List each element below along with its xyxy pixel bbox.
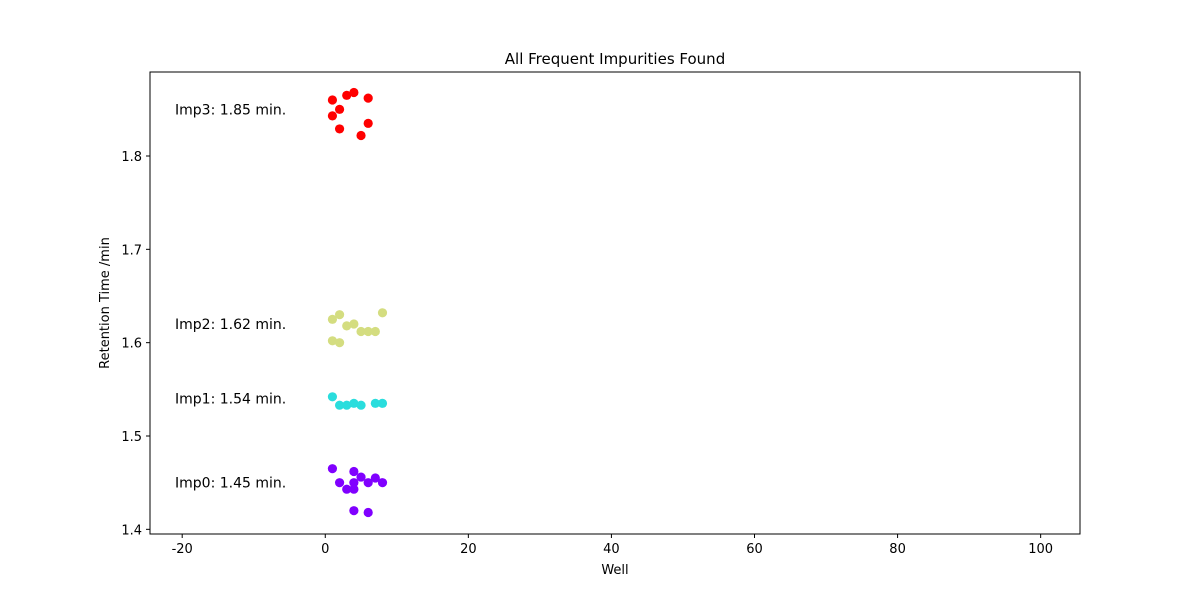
data-point-imp2 xyxy=(377,308,388,318)
data-point-imp0 xyxy=(342,484,352,494)
impurity-annotation: Imp1: 1.54 min. xyxy=(175,392,286,408)
data-point-imp2 xyxy=(334,310,345,320)
data-point-imp0 xyxy=(334,478,345,488)
data-point-imp2 xyxy=(349,319,359,329)
impurity-annotation: Imp0: 1.45 min. xyxy=(175,476,286,492)
x-axis-label: Well xyxy=(601,563,628,578)
x-tick-label: 60 xyxy=(746,542,763,557)
data-point-imp3 xyxy=(327,111,338,121)
y-axis-label: Retention Time /min xyxy=(98,237,113,369)
data-point-imp2 xyxy=(334,338,345,348)
x-tick-label: 20 xyxy=(460,542,477,557)
data-point-imp3 xyxy=(334,104,345,114)
y-axis: 1.4 1.5 1.6 1.7 1.8 xyxy=(121,150,150,538)
data-point-imp3 xyxy=(342,90,352,100)
data-point-imp0 xyxy=(370,473,380,483)
data-point-imp0 xyxy=(377,478,388,488)
data-point-imp3 xyxy=(334,124,345,134)
x-tick-label: 0 xyxy=(321,542,329,557)
y-tick-label: 1.4 xyxy=(121,523,142,538)
data-point-imp0 xyxy=(363,478,373,488)
data-point-imp1 xyxy=(334,400,345,410)
x-tick-label: -20 xyxy=(172,542,193,557)
y-tick-label: 1.7 xyxy=(121,243,142,258)
y-tick-label: 1.8 xyxy=(121,150,142,165)
data-point-imp0 xyxy=(349,484,359,494)
x-axis: -20 0 20 40 60 80 100 xyxy=(172,534,1053,557)
data-point-imp2 xyxy=(327,314,338,324)
data-point-imp1 xyxy=(370,398,380,408)
data-point-imp3 xyxy=(349,87,359,98)
data-point-imp3 xyxy=(363,93,373,103)
data-point-imp2 xyxy=(370,326,380,337)
plot-area-frame xyxy=(149,71,1081,535)
impurity-annotations: Imp0: 1.45 min. Imp1: 1.54 min. Imp2: 1.62… xyxy=(175,102,286,491)
impurity-annotation: Imp3: 1.85 min. xyxy=(175,102,286,118)
data-point-imp0 xyxy=(327,464,338,474)
data-point-imp0 xyxy=(356,472,366,482)
data-point-imp1 xyxy=(377,398,388,408)
data-point-imp3 xyxy=(356,130,366,141)
data-point-imp0 xyxy=(349,478,359,488)
data-point-imp2 xyxy=(356,326,366,337)
data-point-imp0 xyxy=(349,466,359,477)
y-tick-label: 1.6 xyxy=(121,337,142,352)
data-point-imp3 xyxy=(363,118,373,128)
data-point-imp0 xyxy=(363,507,373,518)
data-point-imp2 xyxy=(342,321,352,331)
x-tick-label: 80 xyxy=(889,542,906,557)
data-point-imp1 xyxy=(356,400,366,410)
x-tick-label: 100 xyxy=(1028,542,1053,557)
data-point-imp2 xyxy=(363,326,373,337)
data-point-imp0 xyxy=(349,506,359,516)
y-tick-label: 1.5 xyxy=(121,430,142,445)
data-point-imp2 xyxy=(327,336,338,346)
data-points xyxy=(327,87,388,518)
chart-title: All Frequent Impurities Found xyxy=(505,50,725,68)
data-point-imp1 xyxy=(327,392,338,402)
impurity-annotation: Imp2: 1.62 min. xyxy=(175,317,286,333)
x-tick-label: 40 xyxy=(603,542,620,557)
data-point-imp3 xyxy=(327,95,338,105)
data-point-imp1 xyxy=(342,400,352,410)
data-point-imp1 xyxy=(349,398,359,408)
